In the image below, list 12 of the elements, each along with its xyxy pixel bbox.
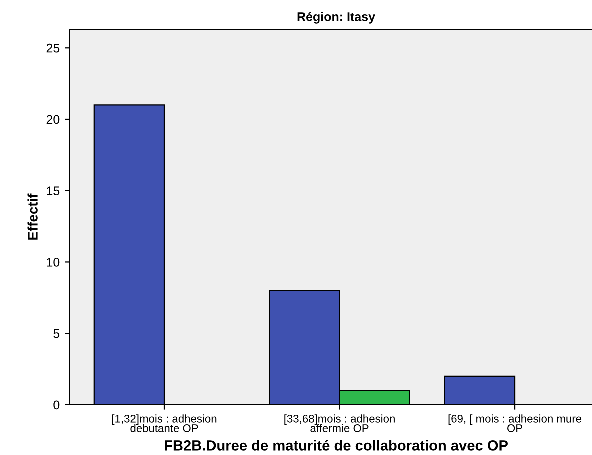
y-tick-label: 15 <box>47 186 60 196</box>
y-tick-label: 10 <box>47 258 60 267</box>
x-axis-title: FB2B.Duree de maturité de collaboration avec OP <box>165 440 508 451</box>
y-tick-label: 0 <box>54 400 60 410</box>
x-tick-label: [1,32]mois : adhesion debutante OP <box>112 414 217 432</box>
y-tick-label: 25 <box>46 44 60 53</box>
chart-title: Région: Itasy <box>298 12 376 24</box>
x-tick-label: [33,68]mois : adhesion affermie OP <box>284 414 395 432</box>
y-tick-label: 20 <box>46 115 60 124</box>
x-tick-label: [69, [ mois : adhesion mure OP <box>448 414 582 432</box>
y-tick-label: 5 <box>54 330 60 338</box>
y-axis-title: Effectif <box>28 194 38 240</box>
